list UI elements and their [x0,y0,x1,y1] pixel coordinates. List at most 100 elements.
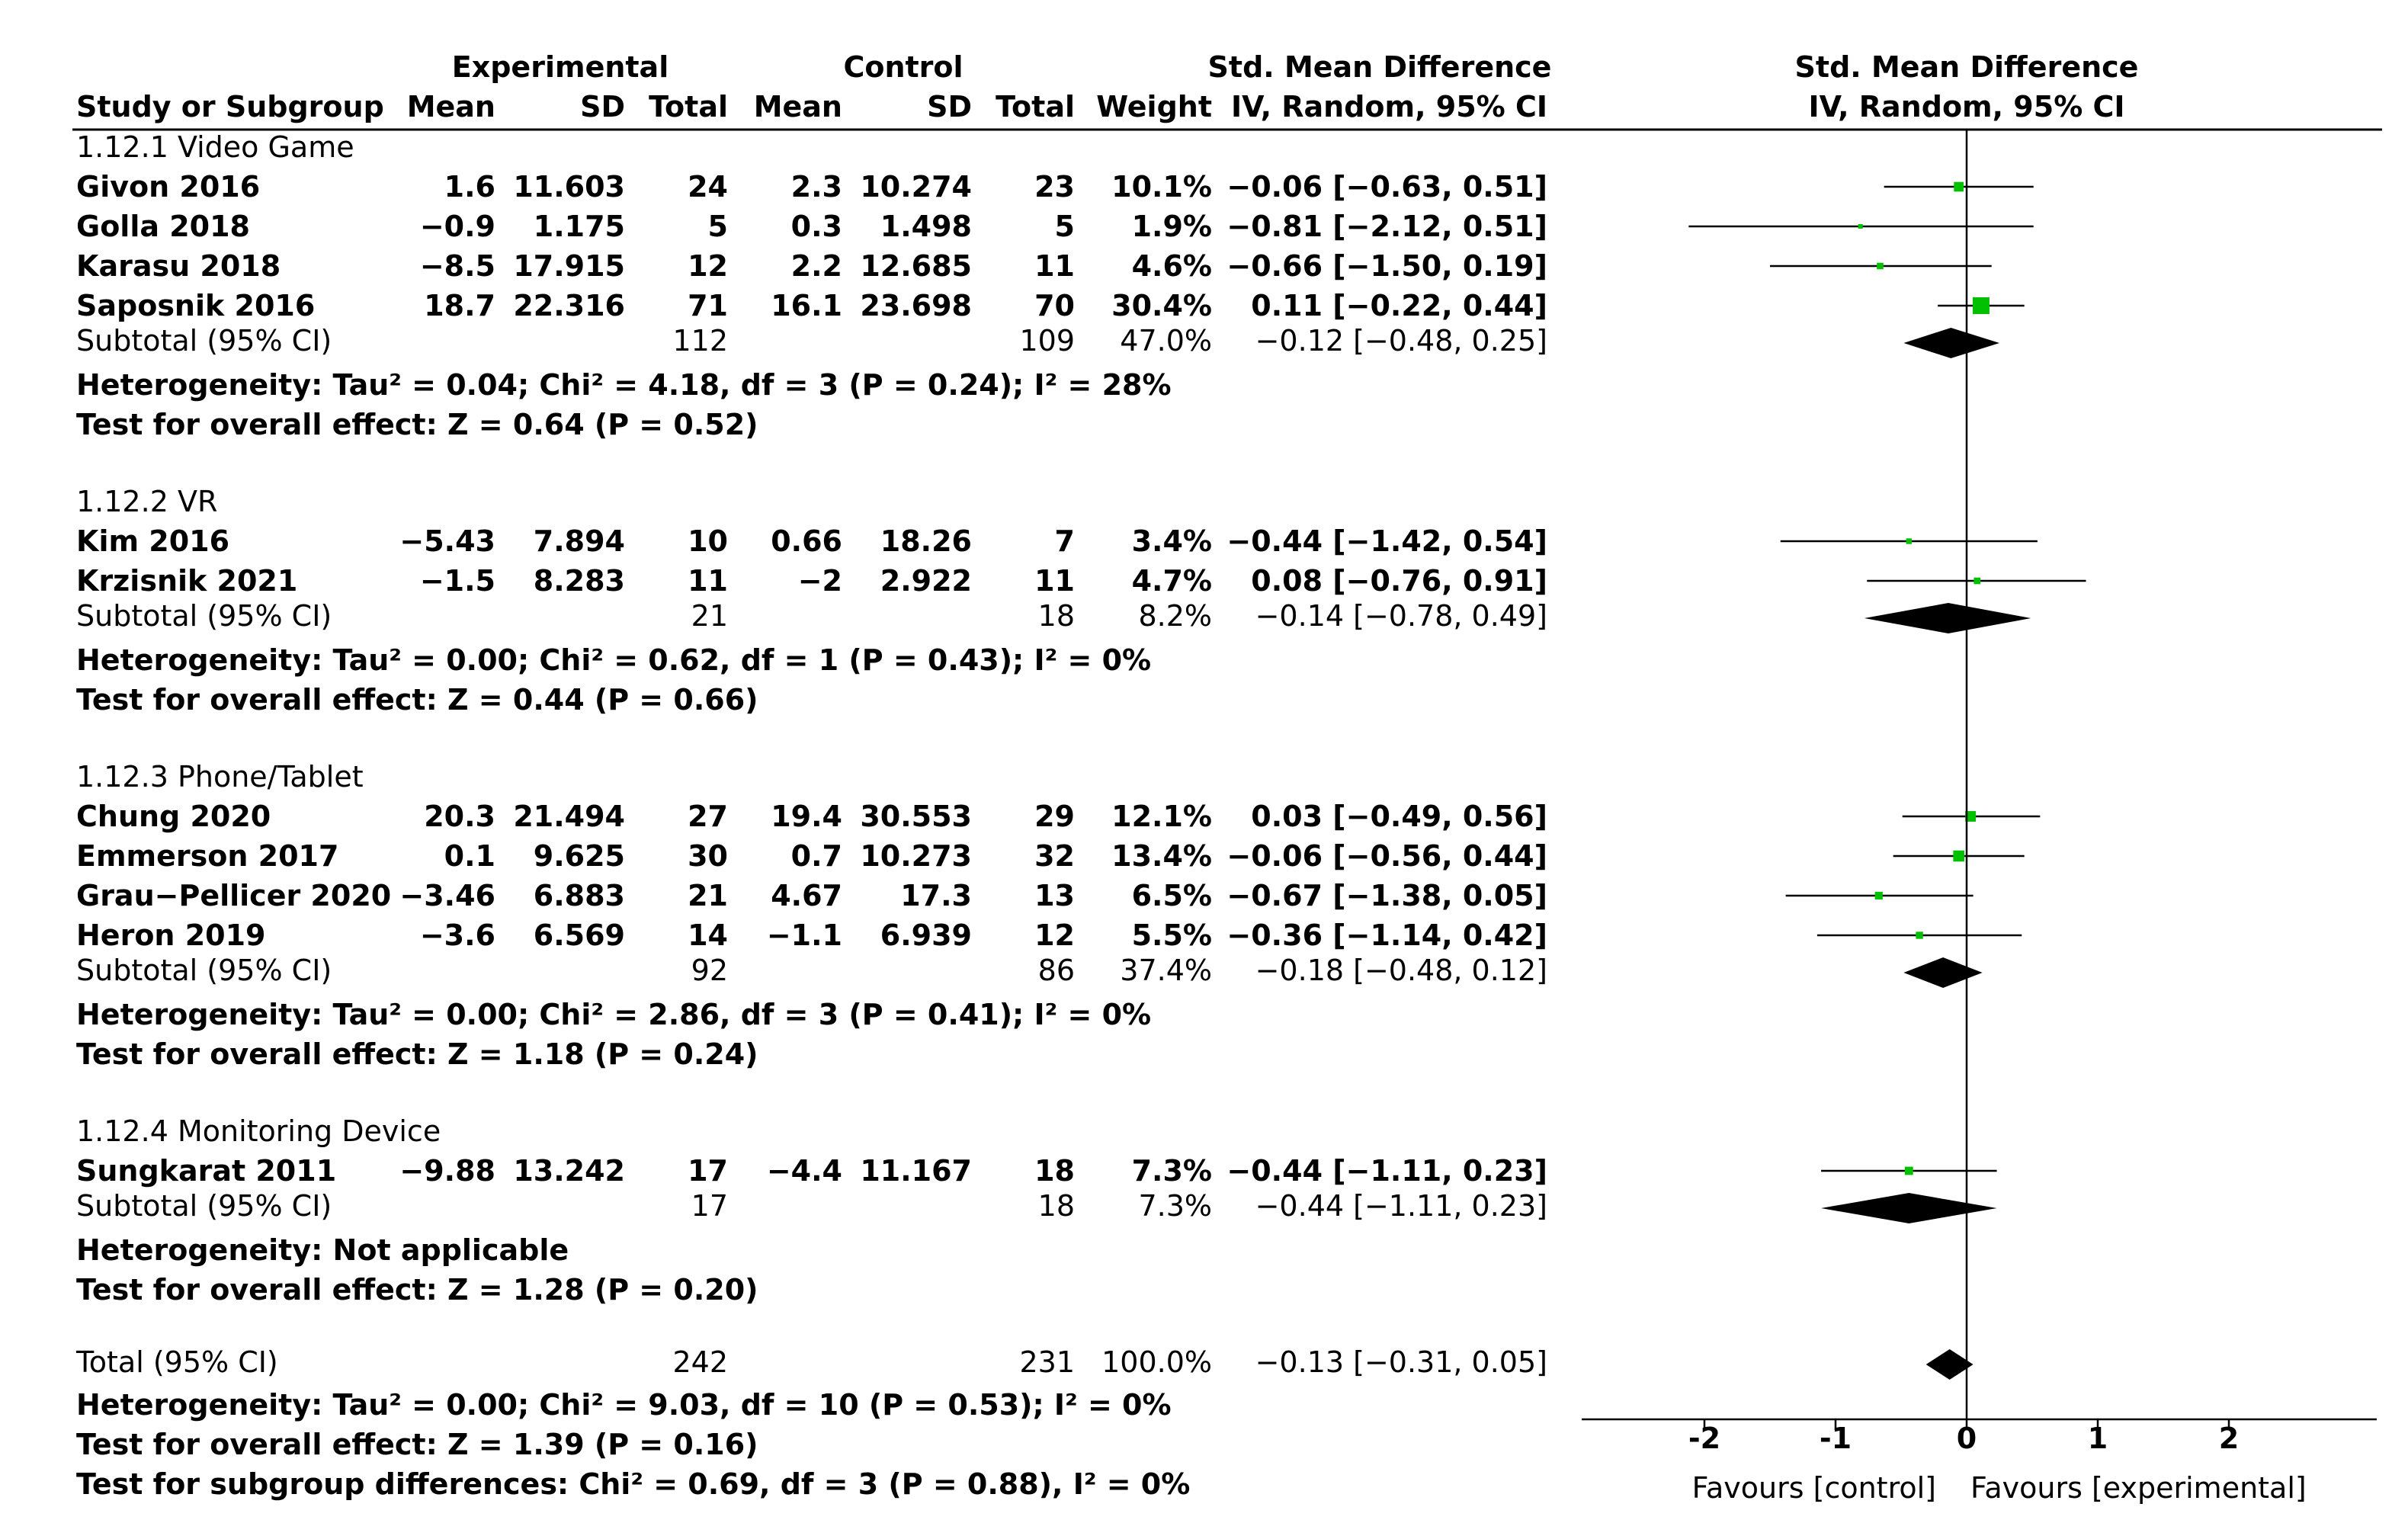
ctl-sd: 23.698 [860,289,972,322]
study-name: Kim 2016 [76,524,230,558]
ctl-mean: 4.67 [771,879,842,912]
subtotal-diamond [1821,1193,1997,1223]
subgroup-label: 1.12.4 Monitoring Device [76,1114,441,1148]
exp-sd: 9.625 [533,839,625,873]
exp-mean: −1.5 [419,564,495,598]
subgroup-label: 1.12.2 VR [76,485,218,518]
exp-total: 5 [707,210,728,243]
study-name: Chung 2020 [76,800,271,833]
exp-mean: −0.9 [419,210,495,243]
exp-mean: −8.5 [419,249,495,283]
ctl-mean: 19.4 [771,800,842,833]
ctl-sd: 6.939 [880,919,972,952]
favours-experimental-label: Favours [experimental] [1970,1471,2307,1505]
study-name: Golla 2018 [76,210,250,243]
header-plot-smd-title: Std. Mean Difference [1794,50,2139,84]
overall-effect-text: Test for overall effect: Z = 0.44 (P = 0… [76,683,758,717]
exp-sd: 1.175 [533,210,625,243]
ctl-sd: 10.273 [860,839,972,873]
study-name: Krzisnik 2021 [76,564,298,598]
exp-total: 10 [688,524,728,558]
footer-text: Test for subgroup differences: Chi² = 0.… [76,1467,1191,1501]
ctl-total: 11 [1034,249,1075,283]
point-estimate-marker [1954,181,1964,192]
header-plot-smd-method: IV, Random, 95% CI [1808,90,2125,123]
subgroup-label: 1.12.1 Video Game [76,130,354,164]
exp-sd: 22.316 [513,289,625,322]
point-estimate-marker [1916,931,1923,939]
exp-sd: 13.242 [513,1154,625,1188]
subtotal-ctl-total: 18 [1037,1189,1075,1223]
ctl-sd: 30.553 [860,800,972,833]
x-tick-label: 2 [2218,1422,2240,1455]
study-name: Emmerson 2017 [76,839,339,873]
overall-effect-text: Test for overall effect: Z = 0.64 (P = 0… [76,408,758,441]
subtotal-ci: −0.14 [−0.78, 0.49] [1255,599,1547,633]
exp-sd: 11.603 [513,170,625,204]
total-ctl-total: 231 [1019,1345,1075,1379]
study-weight: 1.9% [1131,210,1212,243]
header-weight: Weight [1096,90,1212,123]
ctl-mean: 0.66 [771,524,842,558]
total-weight: 100.0% [1101,1345,1212,1379]
point-estimate-marker [1858,224,1863,229]
ctl-mean: 16.1 [771,289,842,322]
exp-mean: 0.1 [444,839,495,873]
study-name: Givon 2016 [76,170,261,204]
exp-total: 30 [688,839,728,873]
exp-mean: 18.7 [424,289,495,322]
study-name: Saposnik 2016 [76,289,316,322]
total-exp-total: 242 [672,1345,728,1379]
subtotal-ci: −0.18 [−0.48, 0.12] [1255,954,1547,987]
ctl-total: 13 [1034,879,1075,912]
study-weight: 7.3% [1131,1154,1212,1188]
study-weight: 10.1% [1111,170,1212,204]
exp-total: 27 [688,800,728,833]
subtotal-ci: −0.44 [−1.11, 0.23] [1255,1189,1547,1223]
exp-sd: 8.283 [533,564,625,598]
ctl-total: 7 [1054,524,1075,558]
subtotal-ctl-total: 18 [1037,599,1075,633]
exp-total: 24 [688,170,728,204]
header-smd-title: Std. Mean Difference [1207,50,1552,84]
study-weight: 13.4% [1111,839,1212,873]
ctl-sd: 1.498 [880,210,972,243]
subtotal-weight: 37.4% [1120,954,1212,987]
study-weight: 3.4% [1131,524,1212,558]
header-ctl-total: Total [996,90,1075,123]
ctl-total: 70 [1034,289,1075,322]
ctl-total: 23 [1034,170,1075,204]
study-ci: 0.03 [−0.49, 0.56] [1251,800,1547,833]
exp-mean: −3.46 [399,879,495,912]
subtotal-weight: 8.2% [1138,599,1212,633]
overall-effect-text: Test for overall effect: Z = 1.28 (P = 0… [76,1273,758,1307]
subtotal-exp-total: 112 [672,324,728,357]
header-exp-total: Total [649,90,728,123]
subtotal-weight: 7.3% [1138,1189,1212,1223]
subtotal-diamond [1903,328,1999,358]
header-control: Control [843,50,964,84]
exp-total: 11 [688,564,728,598]
heterogeneity-text: Heterogeneity: Not applicable [76,1233,569,1267]
ctl-mean: −2 [797,564,842,598]
subtotal-label: Subtotal (95% CI) [76,1189,332,1223]
study-ci: 0.08 [−0.76, 0.91] [1251,564,1547,598]
study-weight: 4.7% [1131,564,1212,598]
study-name: Grau−Pellicer 2020 [76,879,392,912]
study-ci: −0.06 [−0.56, 0.44] [1226,839,1547,873]
ctl-total: 18 [1034,1154,1075,1188]
study-ci: −0.81 [−2.12, 0.51] [1226,210,1547,243]
exp-mean: −5.43 [399,524,495,558]
study-ci: 0.11 [−0.22, 0.44] [1251,289,1547,322]
overall-effect-text: Test for overall effect: Z = 1.18 (P = 0… [76,1037,758,1071]
exp-total: 17 [688,1154,728,1188]
subtotal-ctl-total: 86 [1037,954,1075,987]
study-ci: −0.36 [−1.14, 0.42] [1226,919,1547,952]
subtotal-label: Subtotal (95% CI) [76,954,332,987]
ctl-sd: 18.26 [880,524,972,558]
point-estimate-marker [1904,1166,1913,1175]
footer-text: Test for overall effect: Z = 1.39 (P = 0… [76,1428,758,1461]
subtotal-ctl-total: 109 [1019,324,1075,357]
header-study: Study or Subgroup [76,90,384,123]
